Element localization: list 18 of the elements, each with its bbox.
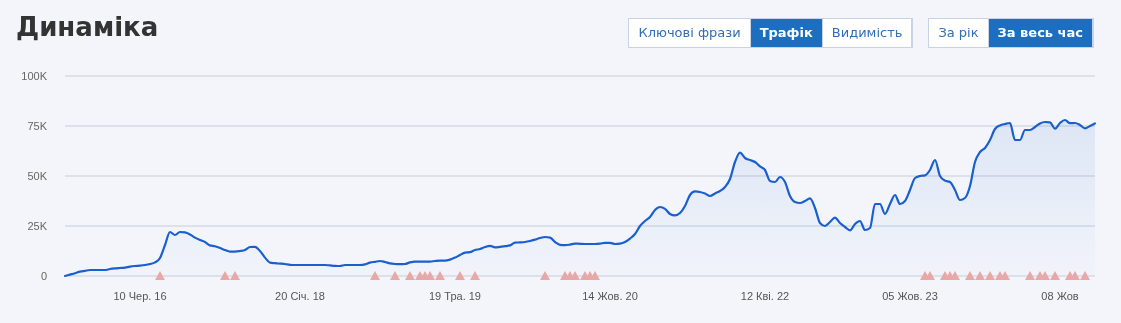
y-tick-label: 25K	[27, 219, 48, 232]
y-tick-label: 0	[40, 269, 47, 282]
x-tick-label: 20 Січ. 18	[275, 290, 325, 302]
y-tick-label: 50K	[27, 169, 48, 182]
x-tick-label: 08 Жов	[1041, 290, 1079, 302]
text: Трафік	[750, 19, 823, 47]
text: За весь час	[988, 19, 1093, 47]
text: За рік	[929, 19, 989, 47]
text: Видимість	[822, 19, 913, 47]
x-tick-label: 14 Жов. 20	[582, 290, 638, 302]
x-tick-label: 10 Чер. 16	[113, 290, 167, 302]
x-tick-label: 05 Жов. 23	[882, 290, 938, 302]
x-tick-label: 12 Кві. 22	[740, 290, 790, 302]
y-tick-label: 75K	[27, 119, 48, 132]
text: Ключові фрази	[629, 19, 751, 47]
x-tick-label: 19 Тра. 19	[429, 290, 481, 302]
y-tick-label: 100K	[21, 69, 48, 82]
chart-title: Динаміка	[16, 12, 159, 42]
